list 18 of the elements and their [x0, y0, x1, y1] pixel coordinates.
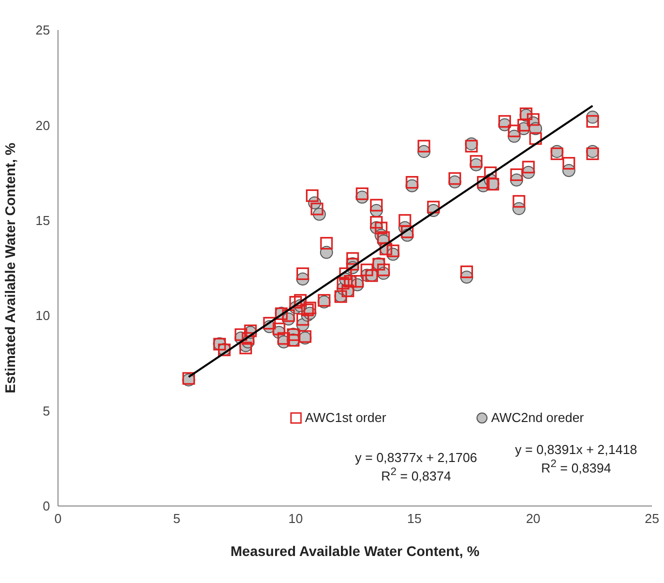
y-tick-label: 10: [36, 308, 50, 324]
x-tick-label: 0: [54, 511, 62, 526]
y-tick-label: 0: [42, 498, 50, 514]
y-axis-title: Estimated Available Water Content, %: [2, 142, 18, 394]
x-tick-label: 5: [173, 511, 180, 526]
x-tick-label: 25: [644, 511, 660, 526]
y-tick-label: 25: [36, 22, 50, 38]
legend-label: AWC2nd oreder: [490, 410, 584, 425]
y-tick-label: 15: [36, 213, 50, 228]
annotation: y = 0,8391x + 2,1418 R$^{2}$ = 0,8394: [515, 442, 638, 476]
x-axis-title: Measured Available Water Content, %: [230, 543, 480, 559]
x-tick-label: 15: [407, 511, 422, 526]
legend-label: AWC1st order: [304, 410, 386, 425]
x-tick-label: 20: [526, 511, 540, 526]
y-tick-label: 20: [36, 118, 50, 133]
annotation: y = 0,8377x + 2,1706 R$^{2}$ = 0,8374: [355, 450, 478, 484]
y-tick-label: 5: [42, 403, 50, 418]
x-tick-label: 10: [288, 511, 303, 526]
